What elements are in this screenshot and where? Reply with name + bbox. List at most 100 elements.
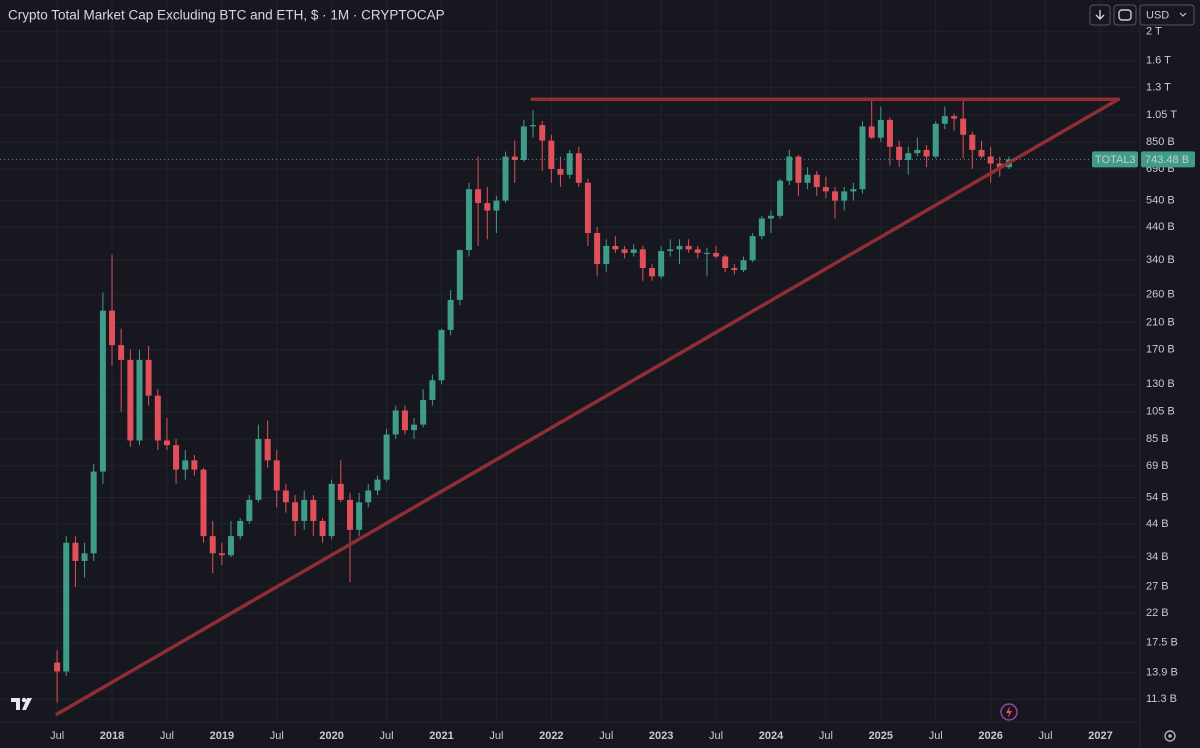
fullscreen-icon [1118, 9, 1132, 21]
candle-body [603, 245, 610, 265]
candle-body [310, 499, 317, 521]
x-tick-label: Jul [50, 730, 64, 742]
y-tick-label: 850 B [1146, 136, 1175, 148]
candle-body [859, 126, 866, 190]
candle-body [868, 126, 875, 138]
candle-body [694, 249, 701, 253]
candle-body [438, 329, 445, 381]
toolbar: USD [1089, 4, 1195, 26]
x-tick-label: Jul [1039, 730, 1053, 742]
candle-body [786, 156, 793, 181]
candle-body [749, 236, 756, 261]
download-button[interactable] [1089, 4, 1111, 26]
y-tick-label: 69 B [1146, 460, 1169, 472]
logo-part [22, 698, 32, 710]
x-tick-label: 2026 [978, 730, 1002, 742]
y-tick-label: 260 B [1146, 289, 1175, 301]
candle-body [411, 424, 418, 431]
candle-body [191, 460, 198, 470]
candle-body [81, 553, 88, 561]
candle-body [886, 119, 893, 147]
x-tick-label: Jul [489, 730, 503, 742]
x-tick-label: 2018 [100, 730, 124, 742]
x-tick-label: 2021 [429, 730, 453, 742]
y-tick-label: 1.05 T [1146, 109, 1177, 121]
candle-body [758, 218, 765, 237]
y-tick-label: 54 B [1146, 491, 1169, 503]
candle-body [905, 153, 912, 160]
candle-body [63, 542, 70, 672]
candle-body [511, 156, 518, 160]
y-tick-label: 540 B [1146, 195, 1175, 207]
candle-body [520, 126, 527, 160]
candle-body [54, 662, 61, 672]
x-tick-label: Jul [709, 730, 723, 742]
settings-icon [1164, 730, 1176, 742]
grid [0, 0, 1140, 722]
y-tick-label: 170 B [1146, 344, 1175, 356]
y-tick-label: 11.3 B [1146, 693, 1177, 705]
x-tick-label: Jul [380, 730, 394, 742]
candle-body [978, 149, 985, 157]
y-tick-label: 13.9 B [1146, 666, 1178, 678]
candle-body [90, 471, 97, 554]
x-tick-label: 2023 [649, 730, 673, 742]
candle-body [822, 187, 829, 192]
last-price-label: 743.48 B [1145, 154, 1189, 166]
candle-body [237, 520, 244, 537]
candle-body [465, 189, 472, 251]
x-tick-label: Jul [270, 730, 284, 742]
settings-button[interactable] [1164, 730, 1176, 742]
candle-body [301, 499, 308, 521]
candle-body [529, 125, 536, 127]
candle-body [475, 189, 482, 204]
price-badge [1141, 151, 1195, 168]
candle-body [658, 251, 665, 277]
candle-body [767, 215, 774, 219]
download-icon [1095, 10, 1105, 20]
candle-body [649, 268, 656, 277]
candle-body [328, 483, 335, 537]
fullscreen-button[interactable] [1113, 4, 1137, 26]
candle-body [292, 502, 299, 521]
candle-body [685, 245, 692, 250]
candle-body [337, 483, 344, 500]
x-tick-label: 2019 [210, 730, 234, 742]
candle-body [502, 156, 509, 201]
candle-body [365, 490, 372, 503]
candle-body [99, 310, 106, 472]
candle-body [182, 460, 189, 470]
candle-body [932, 123, 939, 157]
symbol-badge [1092, 151, 1138, 168]
candle-body [456, 250, 463, 300]
candle-body [713, 252, 720, 257]
candle-body [548, 140, 555, 170]
candle-body [804, 174, 811, 183]
y-tick-label: 85 B [1146, 433, 1169, 445]
y-tick-label: 27 B [1146, 581, 1169, 593]
candle-body [484, 203, 491, 211]
candle-body [923, 149, 930, 157]
candle-body [246, 499, 253, 521]
candle-body [273, 460, 280, 491]
candle-body [356, 502, 363, 530]
y-tick-label: 130 B [1146, 378, 1175, 390]
x-tick-label: 2020 [319, 730, 343, 742]
candle-body [173, 445, 180, 470]
y-tick-label: 17.5 B [1146, 637, 1178, 649]
logo-part [11, 698, 20, 710]
x-tick-label: Jul [929, 730, 943, 742]
alert-icon[interactable] [1000, 703, 1018, 721]
y-tick-label: 440 B [1146, 221, 1175, 233]
x-tick-label: Jul [160, 730, 174, 742]
candle-body [832, 191, 839, 201]
settings-icon [1168, 734, 1172, 738]
candle-body [392, 410, 399, 435]
candle-body [777, 180, 784, 216]
candle-body [347, 499, 354, 530]
candle-body [795, 156, 802, 183]
currency-select[interactable] [1139, 4, 1195, 26]
x-tick-label: 2022 [539, 730, 563, 742]
y-tick-label: 340 B [1146, 254, 1175, 266]
candle-body [630, 249, 637, 253]
